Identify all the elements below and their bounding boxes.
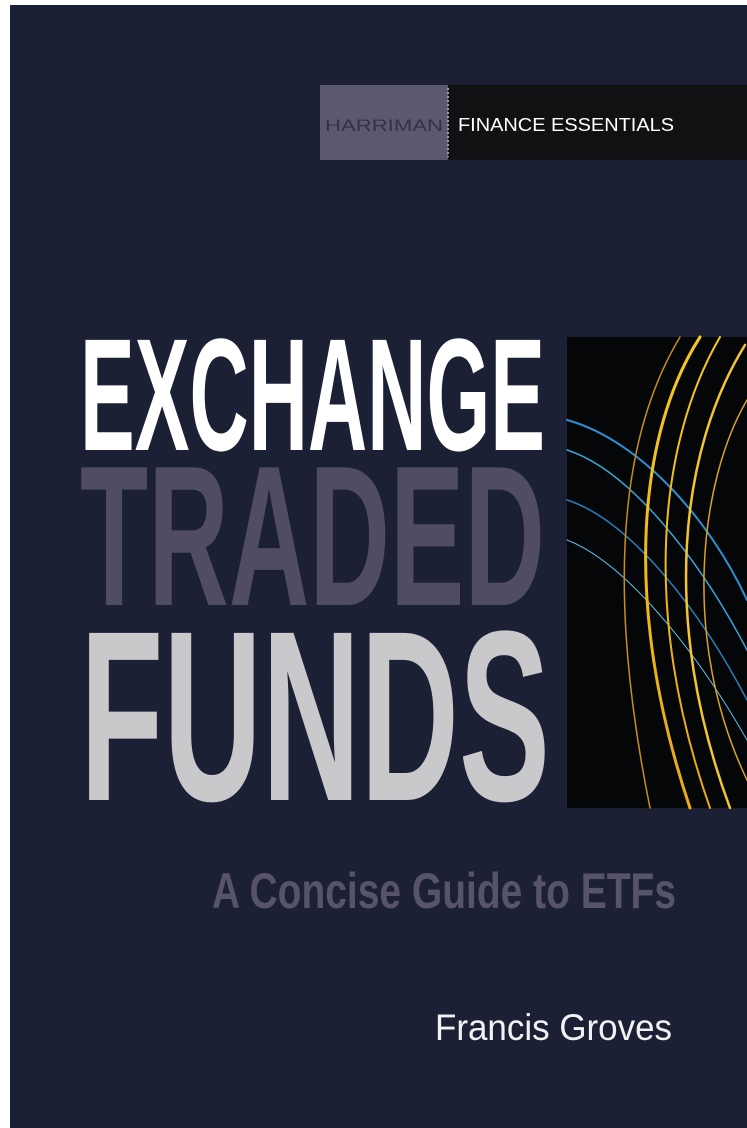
title-line: TRADED xyxy=(80,425,545,648)
series-box xyxy=(448,85,747,160)
author: Francis Groves xyxy=(435,1007,672,1048)
light-streak xyxy=(566,539,747,741)
light-streak xyxy=(566,449,747,651)
title-line: EXCHANGE xyxy=(80,305,545,484)
image-panel xyxy=(567,337,747,808)
light-streak xyxy=(684,343,747,810)
title-line: FUNDS xyxy=(80,581,550,852)
light-streak xyxy=(566,499,747,701)
light-streak xyxy=(623,336,681,809)
subtitle: A Concise Guide to ETFs xyxy=(212,863,676,919)
cover-image xyxy=(566,335,747,810)
light-streak xyxy=(703,399,747,781)
publisher: HARRIMAN xyxy=(325,116,443,135)
light-streak xyxy=(644,335,702,810)
light-streak xyxy=(664,336,721,809)
publisher-box xyxy=(320,85,448,160)
series-name: FINANCE ESSENTIALS xyxy=(458,115,674,135)
